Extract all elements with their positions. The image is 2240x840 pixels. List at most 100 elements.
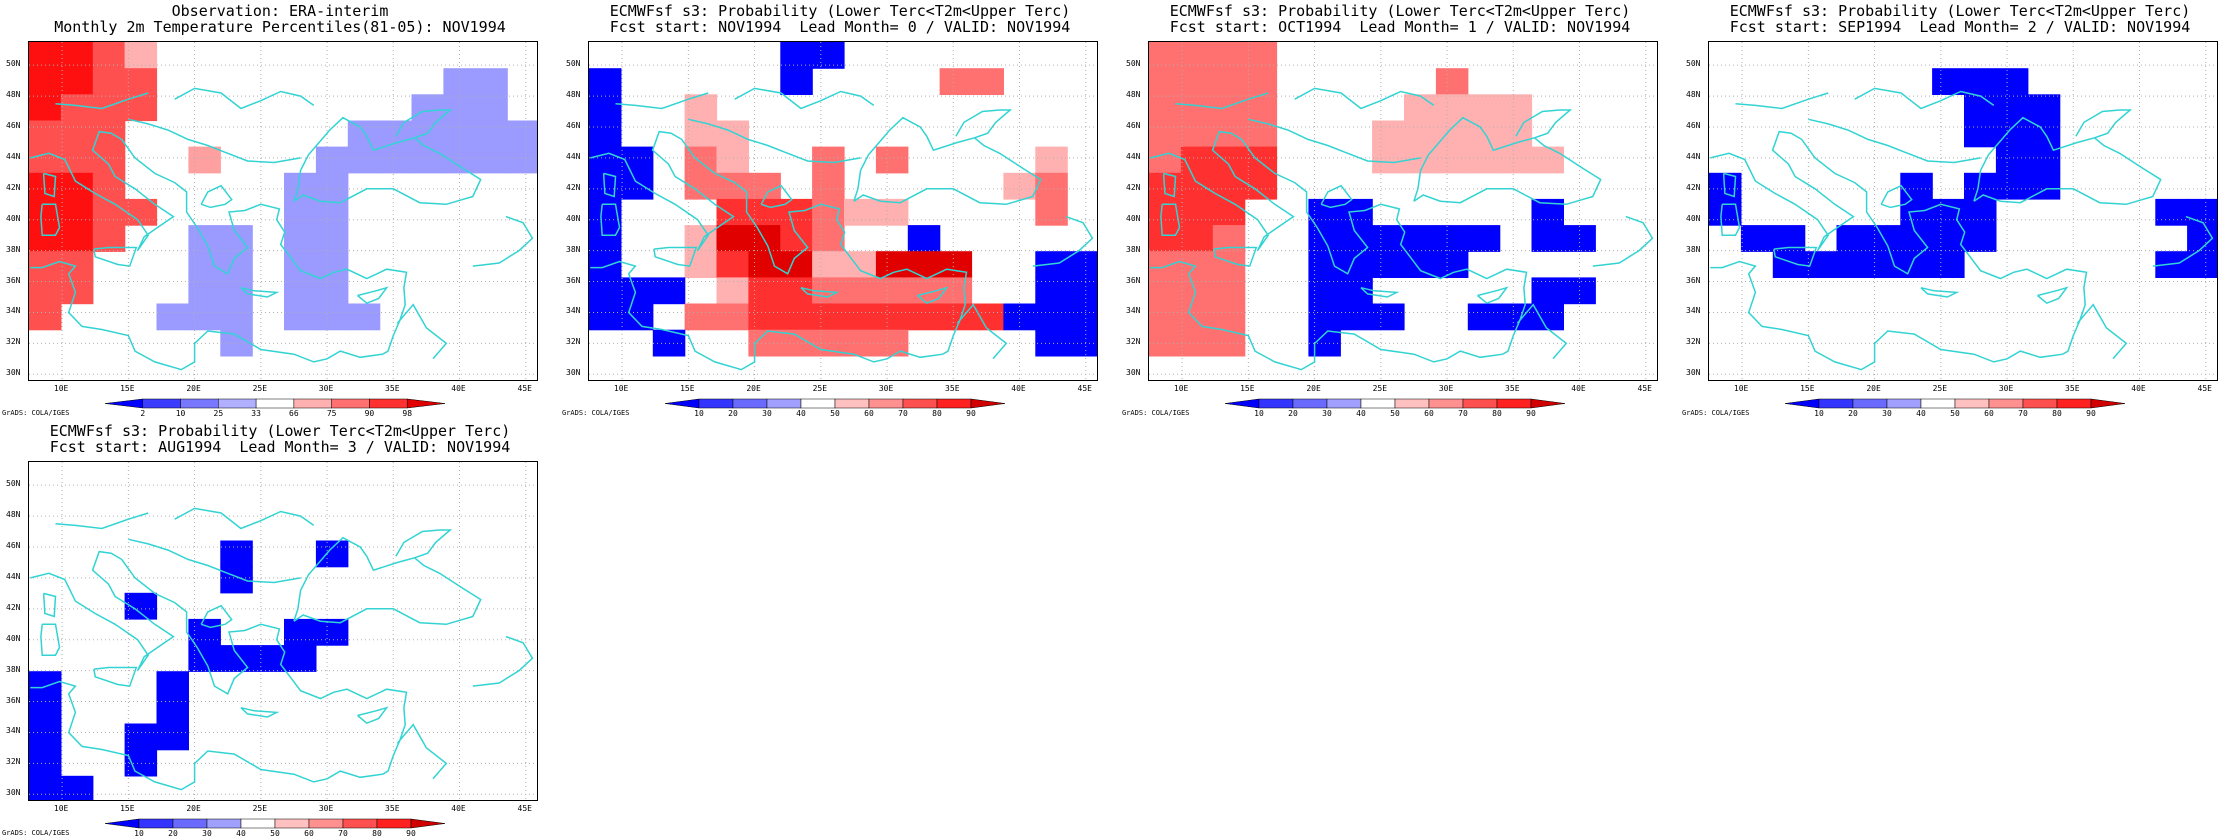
- grid-cell: [2027, 94, 2061, 122]
- lon-tick-label: 10E: [1733, 384, 1749, 393]
- grid-cell: [589, 94, 622, 122]
- grid-cell: [1964, 225, 1997, 252]
- colorbar-label: 90: [1526, 409, 1536, 418]
- coastline: [128, 118, 301, 164]
- coastline: [128, 538, 301, 584]
- map-area: [1708, 41, 2218, 381]
- grid-cell: [156, 671, 189, 698]
- colorbar-cell: [406, 398, 446, 409]
- grid-cell: [1995, 172, 2029, 200]
- coastline: [1213, 246, 1258, 267]
- colorbar-cell: [293, 398, 332, 409]
- grid-cell: [1035, 198, 1068, 226]
- lat-tick-label: 30N: [566, 368, 581, 378]
- lon-tick-label: 40E: [451, 804, 466, 813]
- grid-cell: [1435, 94, 1469, 122]
- grid-cell: [1499, 146, 1533, 174]
- grid-cell: [875, 198, 909, 226]
- lat-tick-label: 46N: [1686, 121, 1701, 130]
- grid-cell: [1180, 68, 1214, 95]
- colorbar-label: 60: [864, 409, 874, 418]
- lon-tick-label: 20E: [186, 384, 201, 393]
- lat-tick-label: 48N: [6, 90, 21, 100]
- grid-cell: [907, 303, 941, 331]
- coastline: [396, 303, 448, 360]
- coastline: [1592, 215, 1654, 267]
- grid-cell: [475, 120, 508, 148]
- grid-cell: [1467, 146, 1501, 174]
- colorbar-cell: [698, 398, 734, 409]
- grid-cell: [315, 146, 349, 174]
- grid-cell: [812, 42, 845, 69]
- coastline: [600, 203, 621, 236]
- colorbar-label: 70: [2018, 409, 2028, 418]
- coastline: [1160, 203, 1181, 236]
- grid-cell: [1149, 42, 1182, 69]
- grid-cell: [1212, 42, 1246, 69]
- colorbar-label: 33: [251, 409, 261, 418]
- colorbar-cell: [342, 818, 378, 829]
- colorbar-cell: [1852, 398, 1888, 409]
- grid-cell: [443, 120, 476, 148]
- panel-subtitle: Fcst start: OCT1994 Lead Month= 1 / VALI…: [1169, 18, 1631, 36]
- grid-cell: [589, 303, 622, 331]
- lat-tick-label: 40N: [6, 213, 21, 223]
- lat-tick-label: 34N: [6, 306, 21, 316]
- colorbar-label: 50: [270, 829, 280, 838]
- coastline: [240, 286, 280, 298]
- lat-tick-label: 34N: [6, 726, 21, 736]
- colorbar-cell: [766, 398, 802, 409]
- coastline: [200, 184, 233, 209]
- panel-title: ECMWFsf s3: Probability (Lower Terc<T2m<…: [1169, 2, 1631, 20]
- grid-cell: [60, 172, 94, 200]
- grid-cell: [684, 303, 718, 331]
- grid-cell: [812, 198, 845, 226]
- colorbar-cell: [1818, 398, 1854, 409]
- coastline: [688, 118, 861, 164]
- grid-cell: [1932, 251, 1965, 278]
- grid-cell: [971, 68, 1004, 95]
- lon-tick-label: 40E: [1011, 384, 1026, 393]
- grid-cell: [1308, 303, 1341, 331]
- colorbar-cell: [308, 818, 344, 829]
- colorbar-label: 2: [140, 409, 146, 418]
- grid-cell: [1149, 94, 1182, 122]
- grid-cell: [1180, 94, 1214, 122]
- colorbar-cell: [1988, 398, 2024, 409]
- lat-tick-label: 42N: [6, 602, 21, 612]
- grid-cell: [188, 303, 221, 331]
- grid-cell: [1900, 251, 1933, 278]
- grads-credit: GrADS: COLA/IGES: [1122, 409, 1190, 417]
- lat-tick-label: 36N: [6, 275, 21, 285]
- grid-cell: [716, 198, 749, 226]
- colorbar-label: 98: [402, 409, 413, 418]
- colorbar-cell: [868, 398, 904, 409]
- grid-cell: [1035, 146, 1068, 174]
- map-area: [588, 41, 1098, 381]
- grid-cell: [315, 225, 349, 252]
- coastline: [1973, 116, 2162, 206]
- map-svg: [1709, 42, 2217, 380]
- grid-cell: [812, 146, 845, 174]
- grid-cell: [1709, 198, 1742, 226]
- coastline: [2075, 109, 2133, 139]
- lat-tick-label: 42N: [6, 182, 21, 192]
- grid-cell: [1932, 225, 1965, 252]
- grid-cell: [1868, 225, 1901, 252]
- coastline: [395, 109, 453, 139]
- grid-cell: [716, 225, 749, 252]
- coastline: [30, 550, 408, 791]
- grid-cell: [748, 172, 781, 200]
- grid-cell: [220, 303, 253, 331]
- grid-cell: [315, 198, 349, 226]
- lat-tick-label: 36N: [1686, 275, 1701, 285]
- grid-cell: [60, 42, 94, 69]
- grid-cell: [1499, 94, 1533, 122]
- grid-cell: [379, 146, 413, 174]
- grid-cell: [1467, 120, 1501, 148]
- grid-cell: [1964, 94, 1997, 122]
- grid-cell: [1372, 251, 1405, 278]
- coastline: [200, 604, 233, 629]
- colorbar-cell: [1920, 398, 1956, 409]
- colorbar-cell: [172, 818, 208, 829]
